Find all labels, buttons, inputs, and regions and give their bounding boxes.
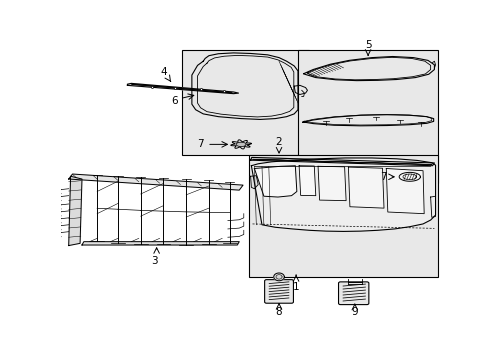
Bar [297, 50, 437, 183]
Polygon shape [299, 166, 315, 195]
Polygon shape [250, 157, 433, 166]
Polygon shape [251, 158, 435, 231]
Polygon shape [347, 167, 383, 208]
Text: 1: 1 [292, 282, 299, 292]
Polygon shape [68, 174, 243, 190]
Polygon shape [273, 273, 284, 281]
Polygon shape [82, 242, 239, 245]
Polygon shape [386, 168, 423, 214]
Text: 3: 3 [150, 256, 157, 266]
FancyBboxPatch shape [338, 282, 368, 305]
Polygon shape [127, 84, 238, 94]
Bar [182, 50, 309, 156]
Bar [248, 156, 437, 278]
Text: 8: 8 [275, 307, 282, 316]
Text: 5: 5 [364, 40, 371, 50]
Text: 2: 2 [275, 137, 282, 147]
Text: 6: 6 [171, 96, 178, 107]
Text: 9: 9 [351, 307, 357, 316]
Text: 7: 7 [379, 172, 386, 182]
Polygon shape [250, 176, 258, 189]
Text: 7: 7 [196, 139, 203, 149]
Polygon shape [402, 174, 416, 180]
Polygon shape [317, 166, 346, 201]
Text: 4: 4 [160, 67, 166, 77]
Polygon shape [236, 142, 245, 147]
Polygon shape [68, 176, 82, 246]
Polygon shape [254, 166, 296, 197]
FancyBboxPatch shape [264, 280, 293, 303]
